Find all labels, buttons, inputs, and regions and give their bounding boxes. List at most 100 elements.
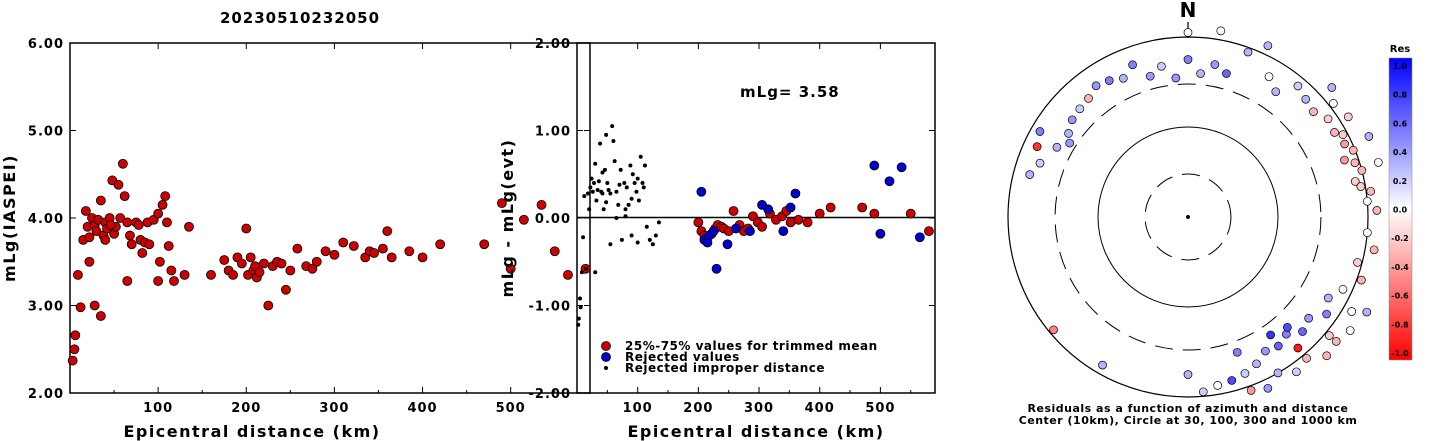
data-point-improper: [584, 266, 589, 271]
data-point: [790, 188, 801, 199]
data-point-improper: [593, 270, 598, 275]
data-point: [825, 202, 836, 213]
data-point: [549, 246, 560, 257]
legend-marker-rejected: [601, 352, 611, 362]
polar-point: [1246, 386, 1256, 395]
polar-point: [1128, 60, 1137, 70]
polar-point: [1035, 127, 1045, 136]
polar-point: [1348, 145, 1358, 155]
data-point-improper: [576, 316, 581, 321]
data-point: [869, 160, 880, 171]
data-point-improper: [614, 216, 619, 220]
data-point: [115, 213, 126, 223]
data-point: [382, 226, 393, 237]
data-point: [166, 265, 177, 276]
data-point: [536, 199, 547, 210]
data-point-improper: [635, 176, 640, 181]
polar-point: [1350, 177, 1360, 186]
polar-point: [1227, 376, 1237, 385]
legend-marker-improper-distance: [604, 366, 608, 370]
data-point-improper: [579, 270, 584, 275]
colorbar-tick-label: 0.4: [1393, 148, 1408, 157]
data-point-improper: [594, 198, 599, 203]
panel-magnitude-points: [67, 158, 591, 366]
polar-point: [1118, 73, 1128, 83]
panel-residual-ylabel: mLg - mLg(evt): [498, 139, 517, 298]
data-point: [745, 226, 755, 237]
data-point-improper: [600, 191, 605, 196]
data-point: [731, 223, 741, 234]
polar-point: [1323, 293, 1333, 303]
data-point: [89, 300, 100, 311]
data-point-improper: [606, 188, 611, 192]
data-point: [100, 234, 111, 245]
polar-point: [1340, 155, 1349, 165]
data-point-improper: [614, 189, 619, 194]
polar-point: [1067, 115, 1077, 125]
data-point: [206, 269, 216, 280]
data-point: [496, 198, 507, 209]
p0-ytick-label: 3.00: [28, 300, 64, 315]
polar-point: [1353, 258, 1362, 267]
legend-marker-trimmed-mean: [601, 341, 611, 351]
p0-ytick-label: 2.00: [28, 387, 64, 402]
colorbar-tick-label: 1.0: [1393, 62, 1408, 71]
polar-point: [1301, 94, 1311, 104]
data-point: [518, 214, 529, 225]
data-point: [254, 267, 265, 278]
colorbar-tick-label: -1.0: [1391, 349, 1409, 358]
data-point-improper: [604, 200, 609, 205]
data-point: [778, 226, 789, 237]
polar-point: [1263, 383, 1273, 393]
polar-point: [1252, 359, 1261, 369]
polar-point: [1198, 387, 1208, 397]
polar-point: [1183, 28, 1193, 37]
data-point: [162, 217, 172, 228]
data-point-improper: [604, 132, 609, 137]
polar-point: [1350, 158, 1360, 168]
data-point-improper: [590, 189, 595, 194]
data-point: [696, 186, 707, 197]
p1-xtick-label: 500: [865, 401, 895, 416]
polar-point: [1330, 128, 1339, 137]
data-point: [348, 241, 359, 251]
colorbar: Res 1.0 0.8 0.6 0.4 0.2 0.0 -0.2 -0.4 -0.6 -0.8 -1…: [1388, 44, 1413, 361]
colorbar-gradient: [1388, 57, 1413, 361]
data-point: [924, 226, 934, 237]
polar-point: [1292, 367, 1301, 377]
data-point-improper: [632, 181, 637, 185]
polar-point: [1049, 325, 1058, 335]
polar-point: [1338, 284, 1348, 294]
data-point-improper: [653, 233, 658, 238]
data-point-improper: [617, 182, 622, 187]
polar-point: [1261, 346, 1270, 356]
colorbar-tick-label: -0.2: [1391, 234, 1409, 243]
polar-point: [1304, 313, 1314, 323]
polar-point: [1064, 129, 1073, 138]
panel-residual-points: [576, 124, 934, 327]
polar-point: [1357, 166, 1367, 175]
data-point: [802, 217, 813, 228]
polar-point: [1098, 360, 1107, 370]
data-point: [263, 300, 274, 311]
data-point: [157, 199, 168, 210]
panel-magnitude-xlabel: Epicentral distance (km): [123, 422, 380, 441]
data-point-improper: [600, 170, 605, 175]
data-point-improper: [581, 235, 586, 240]
polar-point: [1052, 142, 1062, 152]
data-point: [137, 248, 148, 258]
data-point: [377, 243, 388, 254]
p0-xtick-label: 100: [143, 401, 173, 416]
polar-point: [1357, 275, 1366, 285]
data-point: [144, 239, 155, 250]
panel-residual: 100 200 300 400 500-2.00-1.000.001.002.00 mL…: [498, 37, 936, 441]
p0-xtick-label: 400: [407, 401, 437, 416]
polar-point: [1065, 138, 1075, 148]
data-point-improper: [589, 176, 594, 181]
polar-point: [1356, 182, 1366, 191]
data-point-improper: [596, 179, 601, 184]
polar-point: [1183, 55, 1193, 64]
polar-center: [1186, 215, 1190, 219]
distance-ring: [1007, 36, 1369, 398]
p1-ytick-label: 1.00: [535, 125, 571, 140]
